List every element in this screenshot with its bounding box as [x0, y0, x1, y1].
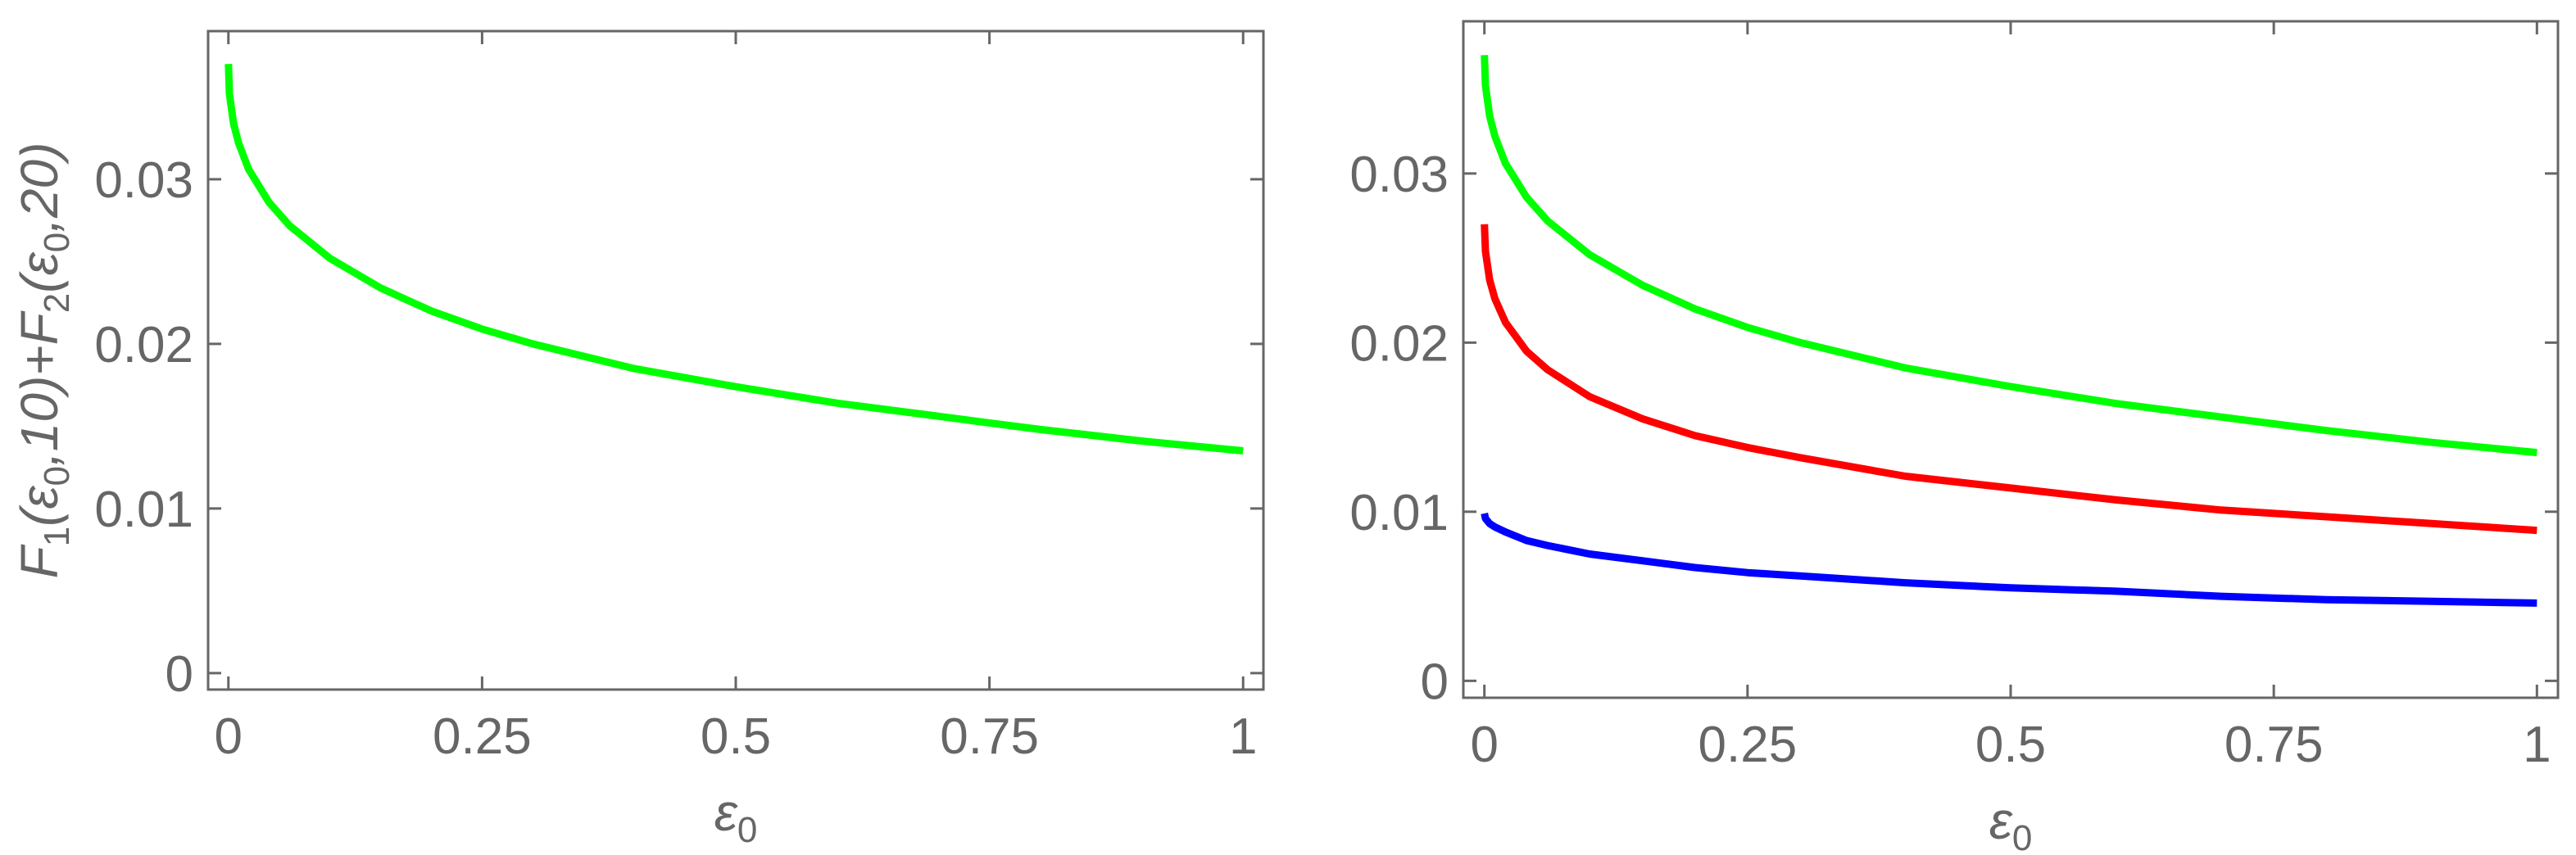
y-tick-label: 0.01 — [1349, 485, 1449, 541]
y-tick-label: 0.01 — [94, 482, 193, 538]
y-axis-label-part: (ε — [10, 486, 69, 527]
x-axis-label-main: ε — [1989, 791, 2013, 850]
x-tick-label: 0.25 — [433, 708, 532, 765]
y-axis-label-subscript: 1 — [37, 527, 77, 546]
x-tick-label: 1 — [1229, 708, 1257, 765]
x-tick-label: 0.5 — [701, 708, 771, 765]
y-tick-label: 0 — [1421, 654, 1449, 710]
x-axis-label: ε0 — [714, 783, 758, 850]
x-tick-label: 0.5 — [1975, 717, 2046, 773]
y-axis-label-subscript: 0 — [37, 466, 77, 486]
x-tick-label: 0.75 — [940, 708, 1039, 765]
y-axis-label-part: (ε — [10, 251, 69, 292]
y-axis-label-subscript: 0 — [37, 233, 77, 252]
x-tick-label: 0 — [1470, 717, 1498, 773]
series-line-1 — [224, 64, 1244, 455]
x-axis-label-subscript: 0 — [2012, 818, 2032, 855]
plot-frame — [206, 29, 1265, 691]
x-axis-label: ε0 — [1989, 791, 2033, 855]
x-tick-label: 0.75 — [2225, 717, 2324, 773]
y-tick-label: 0.02 — [94, 317, 193, 373]
x-tick-label: 1 — [2523, 717, 2551, 773]
y-axis-label-part: ,20) — [10, 142, 69, 233]
y-tick-label: 0.03 — [1349, 147, 1449, 203]
series-line-2 — [1481, 224, 2537, 535]
y-axis-label-part: F — [10, 543, 69, 578]
y-tick-label: 0.03 — [94, 152, 193, 209]
series-line-3 — [1481, 512, 2537, 607]
x-tick-label: 0 — [215, 708, 243, 765]
chart-panel-1: 0 0.25 0.5 0.75 100.010.020.03ε0F1(ε0,10)+F2… — [10, 29, 1265, 850]
y-axis-label-subscript: 2 — [37, 293, 77, 313]
plot-frame — [1462, 20, 2560, 699]
y-axis-label: F1(ε0,10)+F2(ε0,20) — [10, 142, 77, 579]
y-tick-label: 0 — [166, 646, 193, 703]
series-line-1 — [1481, 55, 2537, 457]
x-axis-label-subscript: 0 — [737, 810, 757, 850]
x-tick-label: 0.25 — [1698, 717, 1798, 773]
y-axis-label-part: ,10)+F — [10, 310, 69, 466]
x-axis-label-main: ε — [714, 783, 738, 842]
y-tick-label: 0.02 — [1349, 315, 1449, 372]
